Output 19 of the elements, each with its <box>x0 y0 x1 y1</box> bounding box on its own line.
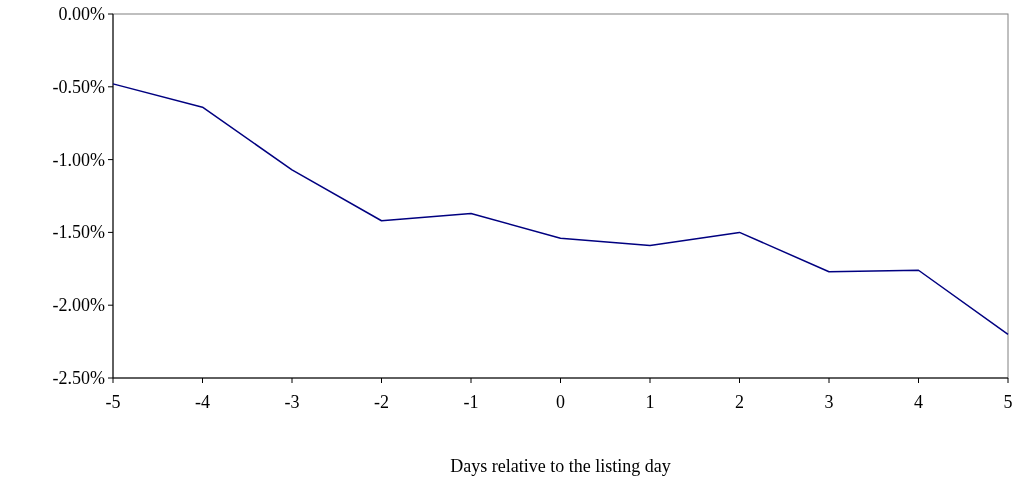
x-tick-label: 0 <box>556 392 565 412</box>
x-tick-label: 3 <box>824 392 834 412</box>
y-tick-label: -0.50% <box>52 76 105 97</box>
line-series <box>112 83 1009 336</box>
y-tick-label: -1.00% <box>52 149 105 170</box>
y-tick-label: -2.50% <box>52 368 105 388</box>
x-tick-label: -4 <box>195 392 210 412</box>
y-tick-label: 0.00% <box>58 4 105 24</box>
x-tick-label: 5 <box>1003 392 1013 412</box>
x-tick-label: 1 <box>645 392 655 412</box>
x-tick-label: 2 <box>735 392 744 412</box>
y-tick-label: -2.00% <box>52 295 105 316</box>
x-tick-label: -2 <box>374 392 389 412</box>
x-tick-label: -5 <box>105 392 121 412</box>
y-tick-label: -1.50% <box>52 222 105 243</box>
x-tick-label: -1 <box>463 392 479 412</box>
x-tick-label: 4 <box>914 392 923 412</box>
x-axis-title: Days relative to the listing day <box>450 456 671 476</box>
x-tick-label: -3 <box>284 392 300 412</box>
